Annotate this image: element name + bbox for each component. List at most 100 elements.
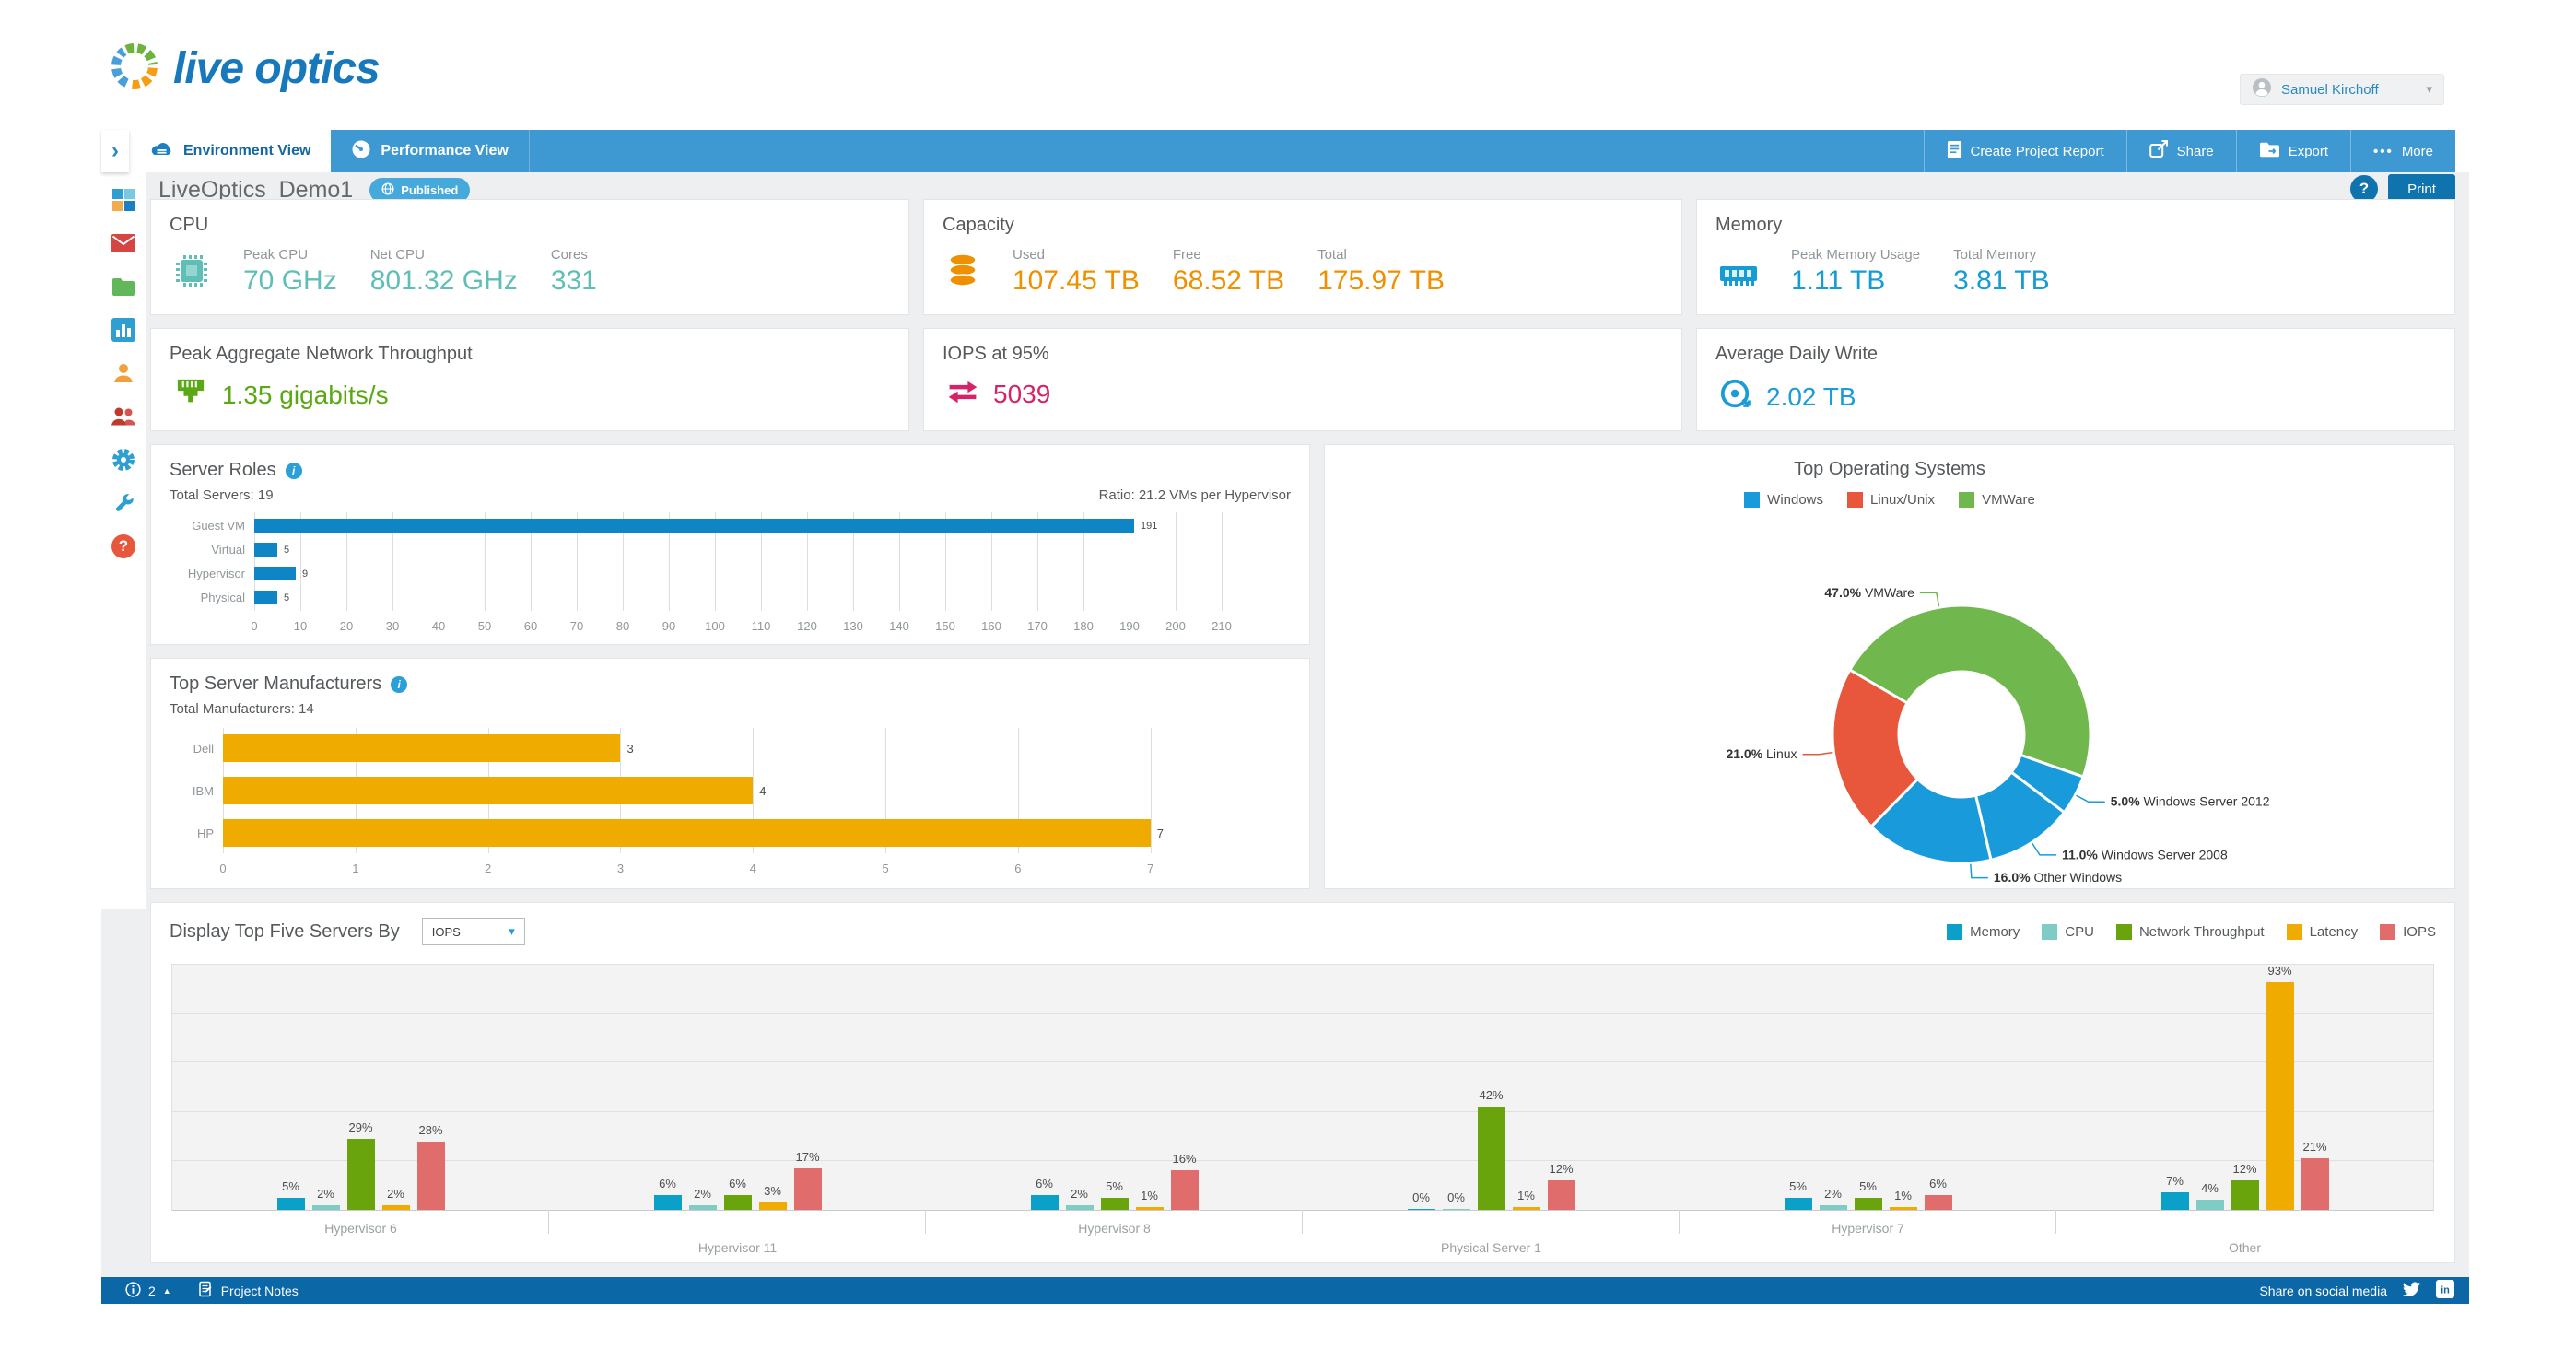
label-leader-line: [1802, 751, 1833, 756]
linkedin-icon[interactable]: in: [2436, 1280, 2454, 1301]
donut-slice[interactable]: [1868, 777, 1993, 865]
user-menu[interactable]: Samuel Kirchoff ▾: [2240, 74, 2444, 105]
bar[interactable]: [653, 1195, 682, 1210]
bar[interactable]: [276, 1197, 305, 1210]
bar[interactable]: [223, 777, 754, 804]
top-servers-legend: Memory CPU Network Throughput Latency IOPS: [1947, 923, 2436, 940]
bar[interactable]: [1170, 1170, 1199, 1210]
bar[interactable]: [1547, 1180, 1575, 1210]
bar[interactable]: [1477, 1107, 1505, 1210]
group-separator-tick: [1679, 1210, 1680, 1234]
disc-write-icon: [1719, 378, 1752, 416]
svg-text:in: in: [2441, 1285, 2450, 1296]
bar[interactable]: [254, 519, 1134, 533]
bar[interactable]: [723, 1195, 752, 1210]
tab-environment-view[interactable]: Environment View: [129, 130, 332, 172]
tab-label: Performance View: [381, 143, 509, 158]
bar-row: HP 7: [197, 819, 1230, 847]
legend-item[interactable]: VMWare: [1959, 492, 2035, 508]
bar-category-label: Physical: [200, 591, 245, 604]
bar[interactable]: [346, 1138, 375, 1210]
legend-item[interactable]: Memory: [1947, 923, 2020, 940]
legend-item[interactable]: CPU: [2042, 923, 2094, 940]
donut-slice[interactable]: [1847, 604, 2092, 779]
project-notes-button[interactable]: Project Notes: [198, 1281, 299, 1300]
twitter-icon[interactable]: [2402, 1280, 2421, 1302]
chart-icon[interactable]: [109, 315, 138, 345]
donut-slice[interactable]: [1831, 667, 1920, 829]
legend-item[interactable]: Windows: [1744, 492, 1823, 508]
bar-value-label: 6%: [1036, 1177, 1053, 1191]
bar[interactable]: [2301, 1158, 2329, 1210]
export-button[interactable]: Export: [2235, 130, 2350, 172]
bar[interactable]: [1030, 1195, 1059, 1210]
bar-value-label: 3%: [764, 1184, 781, 1199]
bar-with-label: 21%: [2301, 1140, 2329, 1210]
mail-icon[interactable]: [109, 229, 138, 258]
create-project-report-button[interactable]: Create Project Report: [1923, 130, 2126, 172]
bar[interactable]: [1100, 1197, 1129, 1210]
legend-item[interactable]: Linux/Unix: [1847, 492, 1935, 508]
bar[interactable]: [254, 543, 277, 557]
bar[interactable]: [2231, 1180, 2259, 1210]
folder-icon[interactable]: [109, 272, 138, 301]
legend-item[interactable]: Latency: [2286, 923, 2358, 940]
users-icon[interactable]: [109, 402, 138, 431]
bar[interactable]: [2195, 1200, 2224, 1210]
bar-with-label: 2%: [688, 1187, 717, 1210]
bar[interactable]: [688, 1204, 717, 1210]
total-manufacturers-label: Total Manufacturers: 14: [170, 701, 314, 717]
bar[interactable]: [758, 1202, 787, 1210]
bar[interactable]: [1407, 1209, 1435, 1210]
card-title: Capacity: [943, 215, 1014, 235]
page-help-button[interactable]: ?: [2350, 175, 2378, 203]
bar[interactable]: [311, 1204, 340, 1210]
tab-performance-view[interactable]: Performance View: [331, 130, 530, 172]
bar[interactable]: [1889, 1207, 1917, 1210]
question-glyph: ?: [118, 537, 129, 555]
grid-line: [1083, 512, 1084, 611]
label-leader-line: [1919, 592, 1940, 607]
sidebar-collapse-toggle[interactable]: ›: [101, 130, 129, 172]
bar[interactable]: [2266, 981, 2294, 1210]
footer-info-widget[interactable]: 2 ▲: [125, 1281, 171, 1300]
bar-with-label: 29%: [346, 1120, 375, 1210]
print-button[interactable]: Print: [2388, 174, 2455, 204]
bar[interactable]: [416, 1141, 445, 1210]
bar[interactable]: [1512, 1207, 1540, 1210]
more-button[interactable]: ••• More: [2350, 130, 2455, 172]
bar[interactable]: [1924, 1195, 1952, 1210]
top-servers-metric-select[interactable]: IOPS ▾: [421, 918, 525, 945]
bar[interactable]: [381, 1204, 410, 1210]
gear-icon[interactable]: [109, 445, 138, 475]
bar[interactable]: [223, 734, 621, 762]
dashboard-grid-icon[interactable]: [109, 185, 138, 215]
bar[interactable]: [2160, 1192, 2189, 1210]
bar[interactable]: [1135, 1207, 1164, 1210]
info-icon[interactable]: i: [391, 675, 408, 693]
bar[interactable]: [254, 591, 277, 604]
bar-value-label: 7: [1156, 826, 1164, 840]
bar[interactable]: [1442, 1209, 1470, 1210]
top-servers-control-label: Display Top Five Servers By: [170, 921, 400, 942]
wrench-icon[interactable]: [109, 488, 138, 518]
bar[interactable]: [1819, 1204, 1847, 1210]
user-icon[interactable]: [109, 358, 138, 388]
info-icon[interactable]: i: [285, 462, 302, 479]
help-icon[interactable]: ?: [109, 532, 138, 561]
bar[interactable]: [793, 1167, 822, 1210]
user-name: Samuel Kirchoff: [2281, 81, 2379, 98]
grid-line: [853, 512, 854, 611]
legend-item[interactable]: Network Throughput: [2115, 923, 2265, 940]
share-button[interactable]: Share: [2125, 130, 2236, 172]
globe-icon: [381, 182, 394, 198]
bar[interactable]: [254, 567, 296, 580]
live-optics-logo: live optics: [109, 41, 381, 97]
bar[interactable]: [1784, 1197, 1812, 1210]
bar[interactable]: [1065, 1204, 1094, 1210]
bar[interactable]: [223, 819, 1151, 847]
legend-item[interactable]: IOPS: [2380, 923, 2436, 940]
share-icon: [2149, 140, 2169, 162]
bar-value-label: 6%: [1929, 1177, 1947, 1191]
bar[interactable]: [1854, 1197, 1882, 1210]
